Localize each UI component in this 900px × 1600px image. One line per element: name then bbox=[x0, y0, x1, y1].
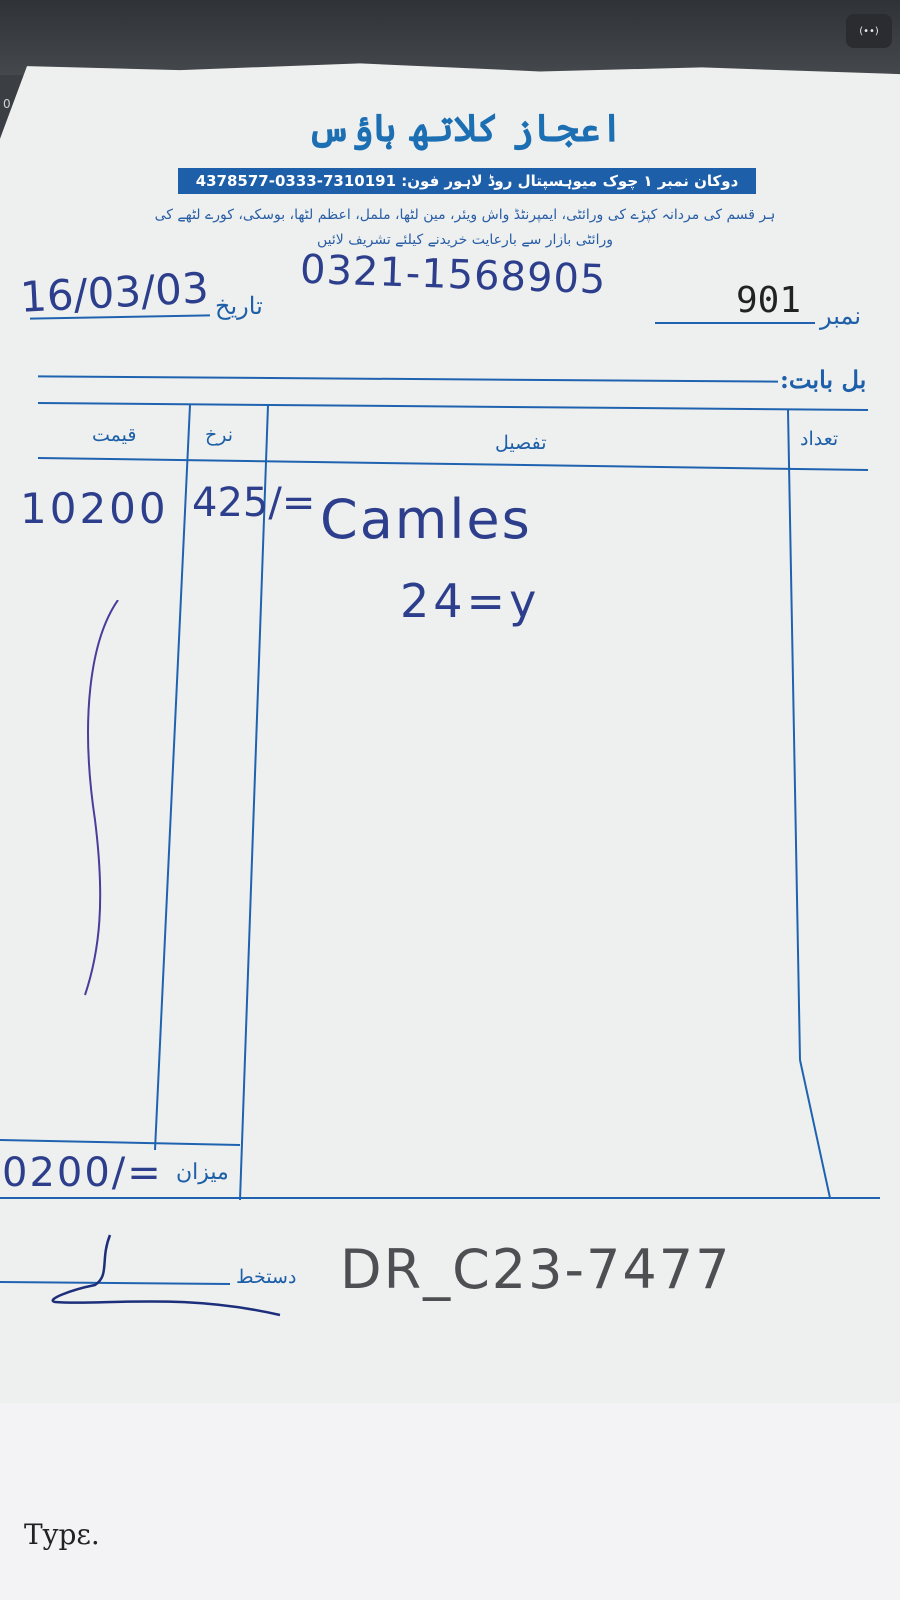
signal-icon: (••) bbox=[846, 14, 892, 48]
col-rate: نرخ bbox=[205, 424, 234, 446]
address-phone-strip: دوکان نمبر ۱ چوک میوہسپتال روڈ لاہور فون… bbox=[178, 168, 756, 194]
col-price: قیمت bbox=[92, 424, 137, 446]
tagline-line-2: ورائٹی بازار سے بارعایت خریدنے کیلئے تشر… bbox=[317, 232, 613, 248]
device-top-bar: (••) bbox=[0, 0, 900, 75]
signature-label: دستخط bbox=[236, 1266, 297, 1288]
receipt-paper bbox=[0, 63, 900, 1403]
shop-name: اعجاز کلاتھ ہاؤس bbox=[307, 105, 623, 150]
details-quantity-divider bbox=[787, 409, 801, 1061]
price-rate-divider bbox=[154, 404, 191, 1151]
row-details-line1: Camles bbox=[320, 488, 532, 551]
price-bracket-mark bbox=[84, 600, 119, 996]
receipt-number: 901 bbox=[736, 280, 802, 321]
total-label: میزان bbox=[176, 1160, 229, 1185]
col-quantity: تعداد bbox=[800, 428, 839, 450]
number-label: نمبر bbox=[820, 302, 862, 330]
bill-label: بل بابت: bbox=[780, 365, 867, 394]
row-rate: 425/= bbox=[192, 480, 316, 526]
table-top-line bbox=[37, 402, 869, 411]
date-label: تاریخ bbox=[215, 292, 263, 320]
rate-details-divider bbox=[239, 404, 269, 1201]
desk-surface bbox=[0, 1390, 900, 1600]
details-quantity-divider-lower bbox=[799, 1059, 831, 1199]
total-value: 0200/= bbox=[2, 1150, 163, 1196]
desk-text: Typɛ. bbox=[24, 1518, 100, 1551]
row-price: 10200 bbox=[20, 484, 169, 533]
header-bottom-line bbox=[37, 457, 869, 471]
edge-mark: 0 bbox=[3, 97, 11, 111]
signature-line bbox=[0, 1281, 231, 1285]
signature-mark bbox=[51, 1234, 281, 1317]
number-underline bbox=[655, 322, 815, 324]
reference-code: DR_C23-7477 bbox=[340, 1238, 732, 1301]
total-top-line bbox=[0, 1139, 241, 1146]
tagline-line-1: ہر قسم کی مردانہ کپڑے کی ورائٹی، ایمپرنٹ… bbox=[154, 207, 776, 223]
row-details-line2: 24=y bbox=[400, 574, 541, 628]
col-details: تفصیل bbox=[495, 432, 547, 454]
